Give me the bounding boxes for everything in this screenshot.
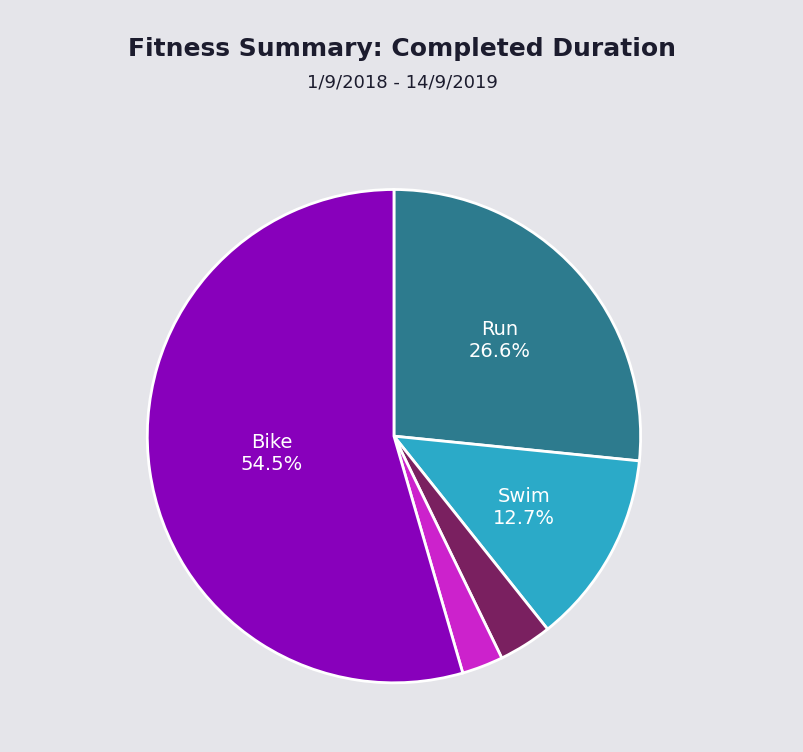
Wedge shape	[393, 436, 501, 673]
Wedge shape	[393, 190, 640, 461]
Text: Run
26.6%: Run 26.6%	[468, 320, 531, 361]
Wedge shape	[393, 436, 638, 629]
Wedge shape	[147, 190, 463, 683]
Wedge shape	[393, 436, 547, 658]
Text: Swim
12.7%: Swim 12.7%	[492, 487, 554, 528]
Text: Fitness Summary: Completed Duration: Fitness Summary: Completed Duration	[128, 37, 675, 61]
Text: Bike
54.5%: Bike 54.5%	[240, 433, 303, 474]
Text: 1/9/2018 - 14/9/2019: 1/9/2018 - 14/9/2019	[306, 74, 497, 92]
